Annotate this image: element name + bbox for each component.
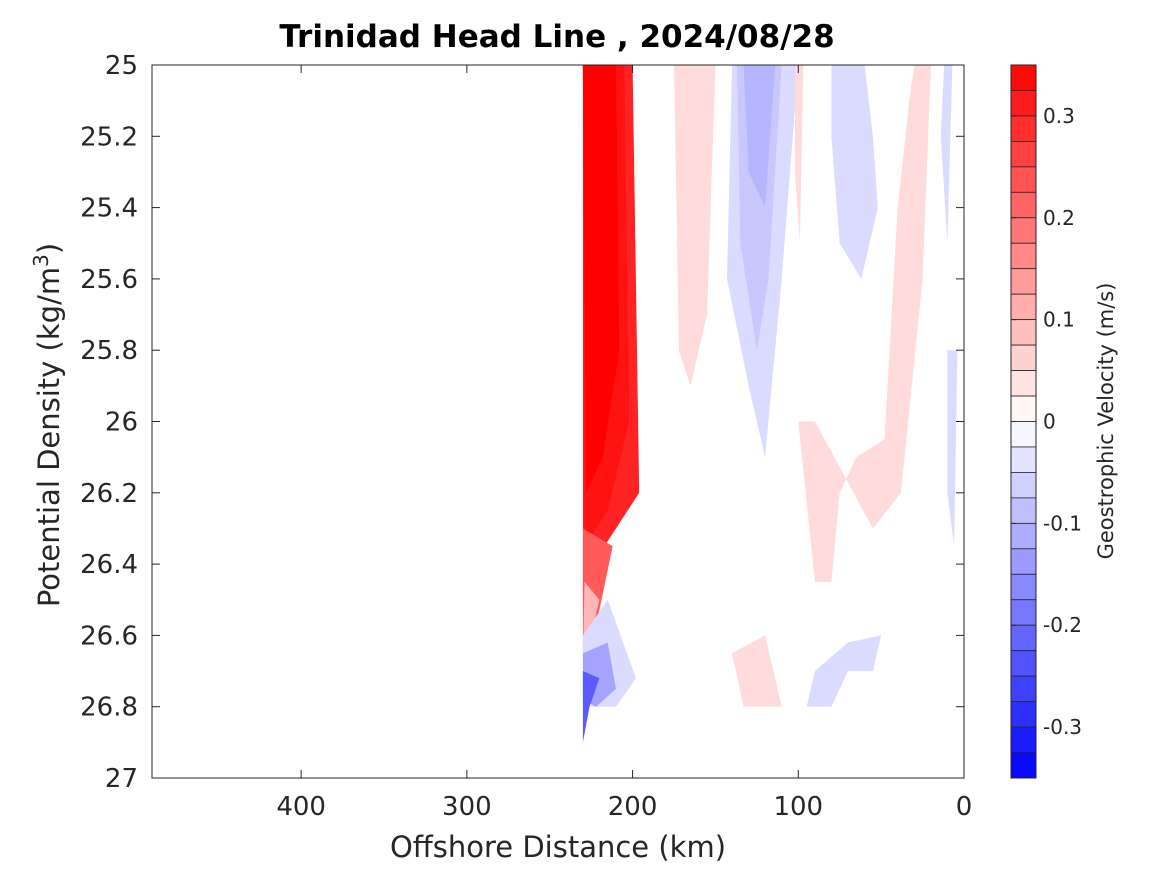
colorbar-tick-label: -0.2 xyxy=(1043,613,1082,637)
colorbar-bin xyxy=(1010,446,1037,473)
y-tick-label: 26.2 xyxy=(80,479,138,509)
contour-region-deep-negative-nearshore xyxy=(806,635,882,707)
y-tick-label: 26.8 xyxy=(80,693,138,723)
x-tick-label: 400 xyxy=(276,792,326,822)
colorbar-bin xyxy=(1010,268,1037,295)
colorbar-bins xyxy=(1010,64,1037,779)
colorbar-bin xyxy=(1010,472,1037,499)
chart-title: Trinidad Head Line , 2024/08/28 xyxy=(279,19,834,55)
colorbar-bin xyxy=(1010,573,1037,601)
colorbar: 0.3 0.2 0.1 0 -0.1 -0.2 -0.3 xyxy=(1010,64,1082,779)
y-tick-label: 26 xyxy=(105,408,138,438)
colorbar-bin xyxy=(1010,497,1037,524)
colorbar-tick-label: 0 xyxy=(1043,410,1056,434)
y-tick-label: 25.4 xyxy=(80,194,138,224)
colorbar-bin xyxy=(1010,675,1037,703)
x-tick-label: 300 xyxy=(442,792,492,822)
colorbar-bin xyxy=(1010,140,1037,168)
x-tick-label: 0 xyxy=(956,792,973,822)
y-tick-label: 26.4 xyxy=(80,550,138,580)
colorbar-tick-label: 0.2 xyxy=(1043,206,1075,230)
contour-region-negative-patch-75km xyxy=(831,65,878,279)
y-axis-label-close: ) xyxy=(32,243,66,254)
y-tick-label: 25 xyxy=(105,51,138,81)
colorbar-bin xyxy=(1010,319,1037,346)
colorbar-bin xyxy=(1010,217,1037,244)
contour-region-positive-band-160km xyxy=(674,65,716,386)
plot-area: 400 300 200 100 0 25 25.2 25.4 25.6 25.8 26 26.2 26… xyxy=(80,51,972,822)
colorbar-bin xyxy=(1010,522,1037,550)
contour-region-jet-inner-2 xyxy=(582,65,620,493)
y-axis-ticks: 25 25.2 25.4 25.6 25.8 26 26.2 26.4 26.6 26.8 27 xyxy=(80,51,964,794)
colorbar-bin xyxy=(1010,370,1037,397)
colorbar-bin xyxy=(1010,548,1037,575)
contour-region-deep-negative-core xyxy=(582,671,600,743)
y-tick-label: 25.8 xyxy=(80,336,138,366)
colorbar-bin xyxy=(1010,191,1037,219)
colorbar-bin xyxy=(1010,624,1037,652)
x-tick-label: 200 xyxy=(608,792,658,822)
colorbar-tick-label: -0.3 xyxy=(1043,715,1082,739)
contour-region-negative-sliver-10km xyxy=(940,65,953,244)
colorbar-tick-label: 0.3 xyxy=(1043,104,1075,128)
contour-region-deep-positive-patch xyxy=(732,635,782,707)
x-tick-label: 100 xyxy=(773,792,823,822)
colorbar-bin xyxy=(1010,701,1037,728)
colorbar-bin xyxy=(1010,64,1037,91)
colorbar-bin xyxy=(1010,421,1037,448)
colorbar-label: Geostrophic Velocity (m/s) xyxy=(1094,283,1118,560)
colorbar-bin xyxy=(1010,242,1037,270)
y-tick-label: 25.6 xyxy=(80,265,138,295)
colorbar-tick-label: 0.1 xyxy=(1043,308,1075,332)
y-axis-label-main: Potential Density (kg/m xyxy=(32,267,66,607)
colorbar-bin xyxy=(1010,166,1037,193)
colorbar-ticks: 0.3 0.2 0.1 0 -0.1 -0.2 -0.3 xyxy=(1011,104,1082,739)
colorbar-bin xyxy=(1010,395,1037,422)
contour-region-negative-nearshore-edge xyxy=(947,350,958,547)
y-axis-label: Potential Density (kg/m3) xyxy=(29,243,66,607)
colorbar-bin xyxy=(1010,344,1037,371)
colorbar-bin xyxy=(1010,752,1037,779)
x-axis-ticks: 400 300 200 100 0 xyxy=(276,65,972,822)
colorbar-bin xyxy=(1010,599,1037,626)
y-tick-label: 27 xyxy=(105,764,138,794)
y-tick-label: 25.2 xyxy=(80,122,138,152)
x-axis-label: Offshore Distance (km) xyxy=(390,830,726,864)
contour-region-positive-tongue-nearshore xyxy=(798,65,931,582)
colorbar-bin xyxy=(1010,293,1037,321)
colorbar-bin xyxy=(1010,726,1037,753)
colorbar-bin xyxy=(1010,650,1037,677)
colorbar-bin xyxy=(1010,90,1037,117)
contour-regions xyxy=(582,65,958,743)
colorbar-tick-label: -0.1 xyxy=(1043,511,1082,535)
y-tick-label: 26.6 xyxy=(80,621,138,651)
contour-region-negative-band-130km-core xyxy=(743,65,776,208)
y-axis-label-superscript: 3 xyxy=(29,254,53,267)
contour-region-positive-sliver-100km xyxy=(795,65,804,244)
colorbar-bin xyxy=(1010,115,1037,142)
